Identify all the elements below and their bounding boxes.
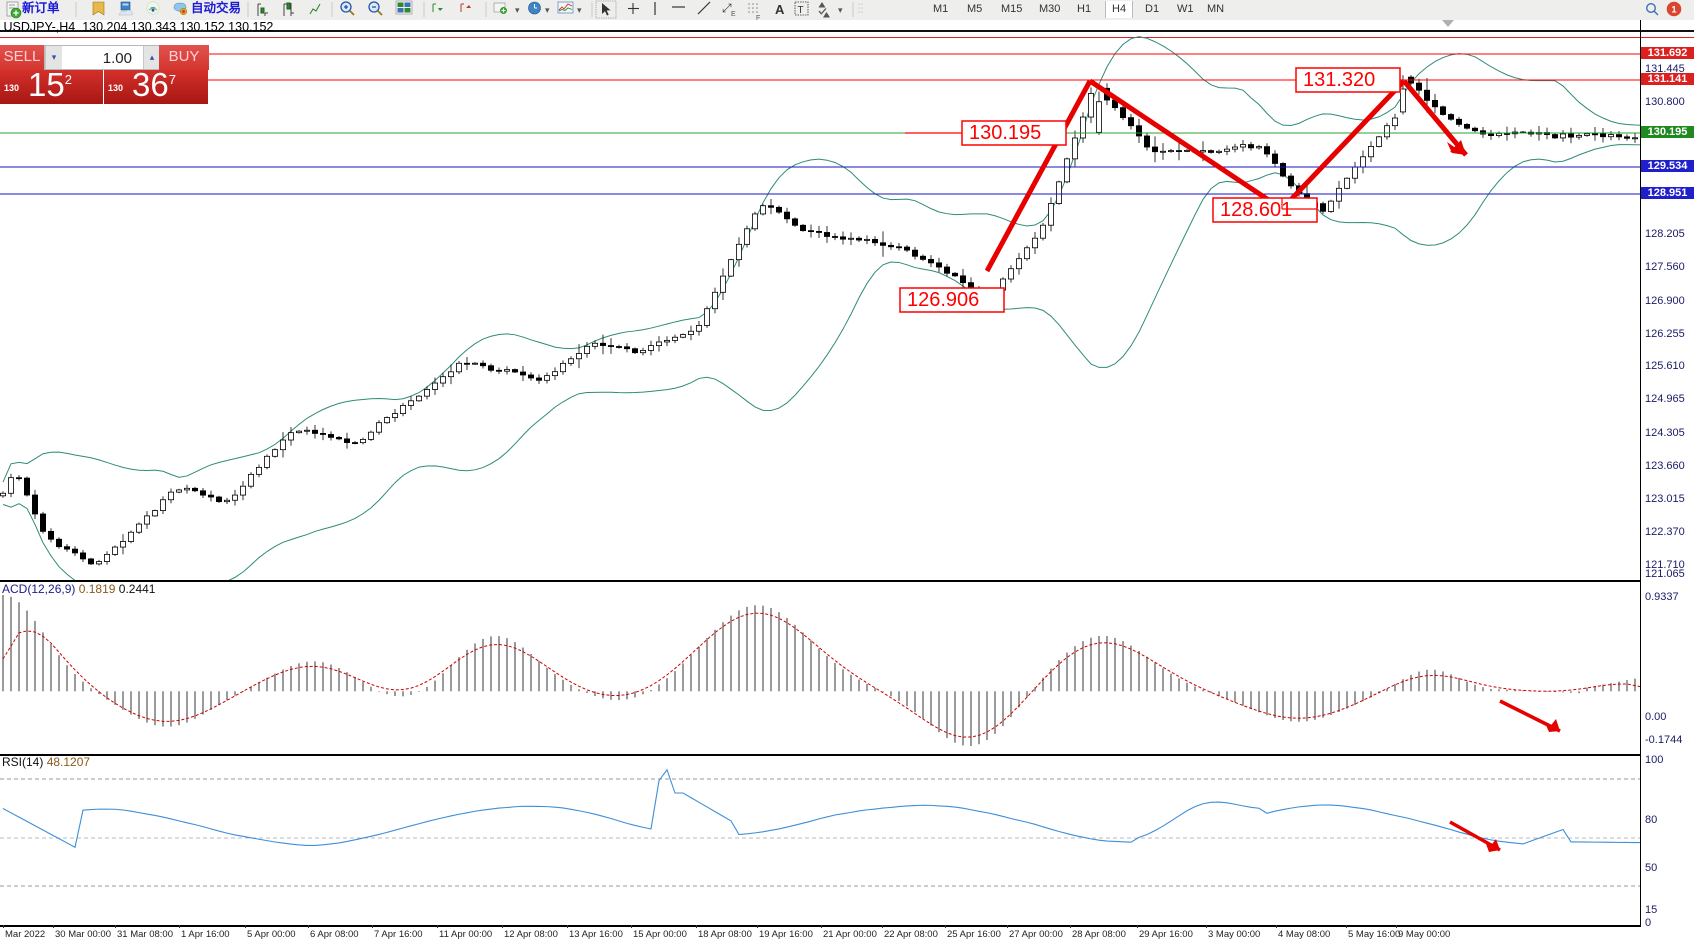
svg-text:A: A	[775, 2, 785, 17]
svg-text:新订单: 新订单	[22, 0, 60, 15]
svg-text:E: E	[731, 11, 736, 18]
svg-text:T: T	[798, 5, 804, 16]
svg-text:131.320: 131.320	[1303, 69, 1375, 91]
svg-text:▾: ▾	[545, 5, 550, 15]
svg-text:▾: ▾	[838, 5, 843, 15]
svg-text:1: 1	[1671, 5, 1676, 15]
svg-text:130.195: 130.195	[969, 122, 1041, 144]
svg-text:自动交易: 自动交易	[191, 0, 241, 15]
svg-text:▾: ▾	[577, 5, 582, 15]
svg-text:▾: ▾	[515, 5, 520, 15]
svg-text:126.906: 126.906	[907, 289, 979, 311]
